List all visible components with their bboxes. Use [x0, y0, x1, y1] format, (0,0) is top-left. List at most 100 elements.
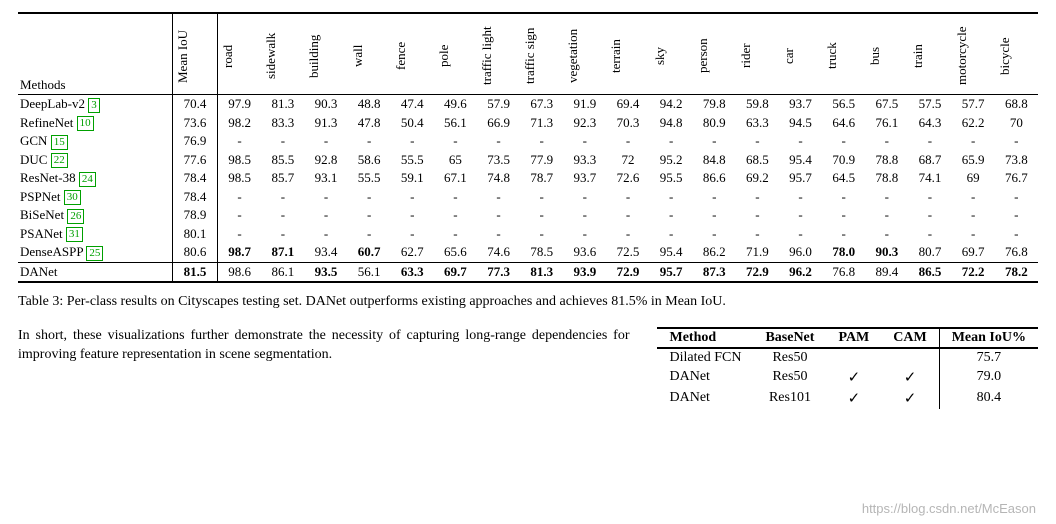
paragraph: In short, these visualizations further d… — [18, 327, 629, 365]
col-traffic-light: traffic light — [479, 15, 495, 93]
value-cell: 78.7 — [520, 169, 563, 188]
value-cell: 81.3 — [520, 262, 563, 282]
method-cell: DenseASPP 25 — [18, 243, 173, 262]
value-cell: 78.8 — [865, 169, 908, 188]
value-cell: 72.9 — [606, 262, 649, 282]
col-person: person — [695, 15, 711, 93]
value-cell: 47.4 — [391, 95, 434, 114]
t4-col-miou: Mean IoU% — [939, 328, 1038, 348]
miou-cell: 75.7 — [939, 348, 1038, 367]
cam-cell: ✓ — [881, 367, 939, 388]
citation[interactable]: 22 — [51, 153, 68, 168]
value-cell: 76.8 — [995, 243, 1038, 262]
col-bus: bus — [867, 15, 883, 93]
value-cell: 68.5 — [736, 151, 779, 170]
value-cell: 64.6 — [822, 114, 865, 133]
value-cell: 66.9 — [477, 114, 520, 133]
value-cell: 63.3 — [391, 262, 434, 282]
value-cell: - — [606, 132, 649, 151]
method-cell: ResNet-38 24 — [18, 169, 173, 188]
value-cell: 76.8 — [822, 262, 865, 282]
value-cell: 86.2 — [693, 243, 736, 262]
value-cell: - — [520, 225, 563, 244]
citation[interactable]: 26 — [67, 209, 84, 224]
pam-cell: ✓ — [826, 388, 881, 409]
value-cell: 60.7 — [348, 243, 391, 262]
value-cell: - — [693, 225, 736, 244]
value-cell: - — [520, 206, 563, 225]
value-cell: - — [304, 225, 347, 244]
value-cell: - — [650, 188, 693, 207]
value-cell: 62.2 — [952, 114, 995, 133]
value-cell: 67.3 — [520, 95, 563, 114]
miou-cell: 79.0 — [939, 367, 1038, 388]
value-cell: 78.4 — [173, 188, 218, 207]
citation[interactable]: 24 — [79, 172, 96, 187]
value-cell: 83.3 — [261, 114, 304, 133]
value-cell: - — [434, 225, 477, 244]
citation[interactable]: 31 — [66, 227, 83, 242]
value-cell: - — [477, 188, 520, 207]
value-cell: 93.6 — [563, 243, 606, 262]
value-cell: - — [434, 188, 477, 207]
value-cell: 72.6 — [606, 169, 649, 188]
value-cell: 59.8 — [736, 95, 779, 114]
value-cell: - — [736, 206, 779, 225]
value-cell: - — [391, 206, 434, 225]
value-cell: 68.8 — [995, 95, 1038, 114]
value-cell: 80.7 — [908, 243, 951, 262]
value-cell: - — [693, 188, 736, 207]
value-cell: 81.5 — [173, 262, 218, 282]
table-row: DANetRes50✓✓79.0 — [657, 367, 1038, 388]
value-cell: 84.8 — [693, 151, 736, 170]
value-cell: 96.0 — [779, 243, 822, 262]
value-cell: 94.8 — [650, 114, 693, 133]
value-cell: 69 — [952, 169, 995, 188]
value-cell: 97.9 — [217, 95, 261, 114]
table-row: RefineNet 1073.698.283.391.347.850.456.1… — [18, 114, 1038, 133]
value-cell: - — [261, 225, 304, 244]
value-cell: 78.4 — [173, 169, 218, 188]
citation[interactable]: 15 — [51, 135, 68, 150]
value-cell: - — [348, 188, 391, 207]
value-cell: 77.3 — [477, 262, 520, 282]
value-cell: 87.1 — [261, 243, 304, 262]
value-cell: - — [779, 206, 822, 225]
value-cell: 68.7 — [908, 151, 951, 170]
citation[interactable]: 3 — [88, 98, 100, 113]
col-sidewalk: sidewalk — [263, 15, 279, 93]
value-cell: 71.9 — [736, 243, 779, 262]
method-cell: Dilated FCN — [657, 348, 753, 367]
col-car: car — [781, 15, 797, 93]
citation[interactable]: 30 — [64, 190, 81, 205]
value-cell: - — [952, 132, 995, 151]
value-cell: - — [261, 132, 304, 151]
value-cell: 92.8 — [304, 151, 347, 170]
table-row: ResNet-38 2478.498.585.793.155.559.167.1… — [18, 169, 1038, 188]
value-cell: 78.2 — [995, 262, 1038, 282]
value-cell: - — [606, 206, 649, 225]
value-cell: - — [908, 188, 951, 207]
value-cell: - — [348, 206, 391, 225]
citation[interactable]: 10 — [77, 116, 94, 131]
value-cell: 70.3 — [606, 114, 649, 133]
value-cell: - — [304, 206, 347, 225]
value-cell: 56.5 — [822, 95, 865, 114]
value-cell: - — [520, 188, 563, 207]
value-cell: 64.5 — [822, 169, 865, 188]
value-cell: 56.1 — [348, 262, 391, 282]
value-cell: 93.7 — [563, 169, 606, 188]
value-cell: 77.9 — [520, 151, 563, 170]
value-cell: 58.6 — [348, 151, 391, 170]
cam-cell — [881, 348, 939, 367]
value-cell: - — [779, 132, 822, 151]
col-building: building — [306, 15, 322, 93]
value-cell: - — [650, 225, 693, 244]
value-cell: 76.1 — [865, 114, 908, 133]
value-cell: 93.5 — [304, 262, 347, 282]
value-cell: - — [304, 132, 347, 151]
citation[interactable]: 25 — [86, 246, 103, 261]
value-cell: 72 — [606, 151, 649, 170]
value-cell: 95.7 — [779, 169, 822, 188]
value-cell: - — [391, 225, 434, 244]
